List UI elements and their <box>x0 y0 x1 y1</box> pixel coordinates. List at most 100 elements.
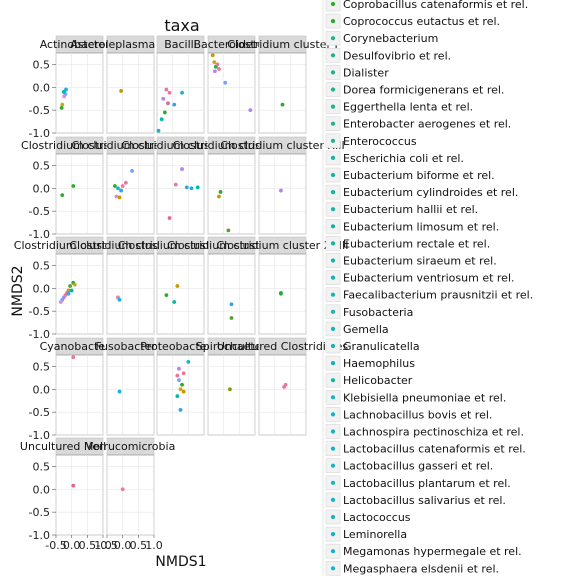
x-tick-label: 1.0 <box>145 539 163 552</box>
scatter-point <box>282 385 286 389</box>
legend-item: Desulfovibrio et rel. <box>325 47 451 63</box>
facet-plot-area <box>106 454 155 536</box>
facet-panel: Clostridium cluster XIVa <box>14 236 145 335</box>
scatter-point <box>217 67 221 71</box>
legend-item: Granulicatella <box>325 338 420 354</box>
legend-label: Leminorella <box>343 528 407 541</box>
scatter-point <box>116 186 120 191</box>
plot-title: taxa <box>164 16 199 35</box>
scatter-point <box>248 108 253 113</box>
y-tick-label: -0.5 <box>29 506 50 519</box>
scatter-point <box>72 282 77 287</box>
scatter-point <box>175 284 180 288</box>
legend-label: Gemella <box>343 323 389 336</box>
y-tick-label: -1.0 <box>29 228 50 241</box>
legend-point <box>330 292 336 297</box>
facet-plot-area <box>55 153 104 235</box>
legend-point <box>330 309 336 314</box>
facet-strip-label: Spirochaetes <box>196 340 268 353</box>
facet-panel: Clostridium cluster I <box>227 35 338 134</box>
legend: Coprobacillus catenaformis et rel. Coproc… <box>322 0 533 576</box>
scatter-point <box>119 188 123 193</box>
y-tick-label: -1.0 <box>29 127 50 140</box>
scatter-point <box>161 96 166 101</box>
x-tick-label: 0.0 <box>63 539 81 552</box>
legend-item: Gemella <box>325 321 389 337</box>
legend-label: Enterococcus <box>343 135 417 148</box>
scatter-point <box>68 284 72 288</box>
facet-strip-label: Bacteroidetes <box>193 38 269 51</box>
x-tick-label: 0.0 <box>114 539 132 552</box>
scatter-point <box>212 69 217 74</box>
legend-point <box>330 207 336 212</box>
legend-label: Haemophilus <box>343 357 415 370</box>
scatter-point <box>195 185 200 190</box>
y-tick-label: -0.5 <box>29 406 50 419</box>
legend-point <box>330 70 336 75</box>
scatter-point <box>279 291 283 296</box>
legend-label: Lactobacillus salivarius et rel. <box>343 494 506 507</box>
legend-label: Dorea formicigenerans et rel. <box>343 84 504 97</box>
legend-item: Eubacterium cylindroides et rel. <box>325 184 518 200</box>
facet-panel: Fusobacteria <box>95 337 166 436</box>
legend-label: Desulfovibrio et rel. <box>343 49 451 62</box>
scatter-point <box>62 94 67 99</box>
scatter-point <box>189 186 194 191</box>
y-tick-label: -0.5 <box>29 104 50 117</box>
scatter-point <box>117 297 122 302</box>
axes-layer: -1.0-0.50.00.5-1.0-0.50.00.5-1.0-0.50.00… <box>29 58 163 552</box>
facet-panel: Asteroleplasma et rel. <box>70 35 191 134</box>
facet-plot-area <box>55 354 104 436</box>
x-tick-label: 0.5 <box>130 539 148 552</box>
legend-item: Eubacterium rectale et rel. <box>325 236 490 251</box>
legend-item: Eubacterium ventriosum et rel. <box>325 270 515 285</box>
legend-label: Faecalibacterium prausnitzii et rel. <box>343 289 533 302</box>
facet-strip-label: Uncultured Clostridiales <box>217 340 349 353</box>
legend-label: Lachnobacillus bovis et rel. <box>343 408 492 421</box>
legend-point <box>330 19 336 24</box>
legend-label: Coprobacillus catenaformis et rel. <box>343 0 528 11</box>
legend-point <box>330 87 336 92</box>
scatter-point <box>159 117 164 122</box>
y-tick-label: -1.0 <box>29 429 50 442</box>
legend-item: Lachnospira pectinoschiza et rel. <box>325 424 524 439</box>
legend-point <box>330 412 336 417</box>
y-tick-label: 0.5 <box>33 159 51 172</box>
y-tick-label: 0.0 <box>33 483 51 496</box>
facet-plot-area <box>106 153 155 235</box>
facet-plot-area <box>106 52 155 134</box>
facet-panel: Clostridium cluster XI <box>173 136 291 235</box>
scatter-point <box>69 288 74 293</box>
scatter-point <box>181 389 186 394</box>
legend-label: Eubacterium hallii et rel. <box>343 203 478 216</box>
scatter-point <box>178 407 183 412</box>
legend-point <box>330 514 336 520</box>
scatter-point <box>71 483 76 488</box>
legend-label: Escherichia coli et rel. <box>343 152 464 165</box>
y-tick-label: 0.5 <box>33 460 51 473</box>
facet-plot-area <box>55 253 104 335</box>
scatter-point <box>212 60 217 65</box>
legend-label: Lactobacillus gasseri et rel. <box>343 460 493 473</box>
scatter-point <box>184 185 189 190</box>
legend-label: Granulicatella <box>343 340 420 353</box>
legend-point <box>330 549 336 554</box>
legend-item: Haemophilus <box>325 355 415 371</box>
facet-strip-label: Proteobacteria <box>140 340 220 353</box>
scatter-point <box>117 195 122 200</box>
scatter-point <box>181 371 186 376</box>
legend-point <box>330 566 336 571</box>
legend-point <box>330 155 336 160</box>
scatter-point <box>180 90 184 95</box>
legend-item: Lactobacillus catenaformis et rel. <box>325 441 526 456</box>
facet-panel: Proteobacteria <box>140 337 221 436</box>
legend-item: Klebisiella pneumoniae et rel. <box>325 389 506 405</box>
legend-item: Escherichia coli et rel. <box>325 150 464 166</box>
y-tick-label: -1.0 <box>29 328 50 341</box>
facet-panel: Bacteroidetes <box>193 35 270 134</box>
scatter-point <box>280 102 285 107</box>
scatter-point <box>162 110 167 115</box>
legend-item: Eubacterium limosum et rel. <box>325 219 499 234</box>
